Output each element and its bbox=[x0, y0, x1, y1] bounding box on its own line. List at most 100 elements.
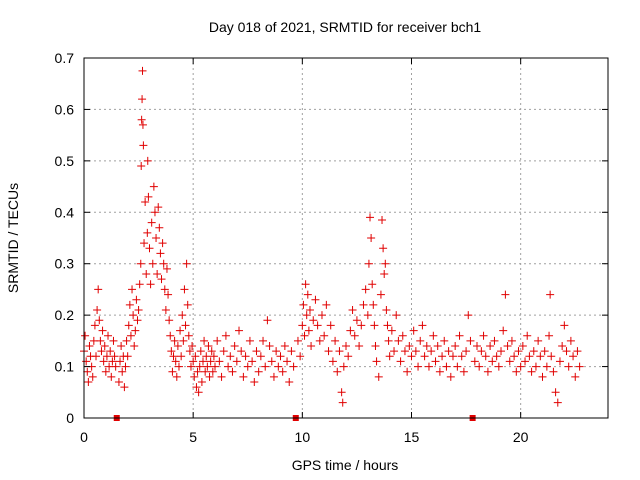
data-point bbox=[302, 311, 311, 320]
data-point bbox=[204, 342, 213, 350]
data-point bbox=[137, 115, 146, 124]
data-point bbox=[387, 326, 396, 335]
data-point bbox=[139, 141, 148, 150]
data-point bbox=[137, 162, 146, 170]
data-point bbox=[239, 372, 248, 381]
data-point bbox=[185, 347, 194, 356]
data-point bbox=[190, 372, 199, 381]
data-point bbox=[378, 216, 387, 224]
data-point bbox=[186, 362, 195, 371]
data-point bbox=[117, 342, 126, 350]
y-tick-label: 0.3 bbox=[55, 256, 75, 272]
data-point bbox=[328, 357, 337, 366]
data-point bbox=[414, 362, 423, 371]
data-point bbox=[444, 347, 453, 356]
data-point bbox=[470, 357, 479, 366]
data-point bbox=[477, 347, 486, 356]
x-tick-label: 20 bbox=[513, 429, 529, 445]
data-point bbox=[154, 203, 163, 212]
data-point bbox=[523, 331, 532, 340]
y-tick-label: 0.4 bbox=[55, 204, 75, 220]
y-tick-label: 0.5 bbox=[55, 153, 75, 169]
data-point bbox=[344, 352, 353, 361]
data-point bbox=[424, 362, 433, 371]
data-point bbox=[364, 259, 373, 268]
data-point bbox=[527, 367, 536, 376]
data-point bbox=[138, 120, 147, 129]
data-point bbox=[197, 378, 206, 386]
data-point bbox=[380, 270, 389, 278]
data-point bbox=[120, 383, 129, 392]
data-point bbox=[221, 331, 230, 340]
data-point bbox=[462, 347, 471, 356]
data-point bbox=[317, 311, 326, 320]
data-point bbox=[280, 342, 289, 350]
data-point bbox=[566, 336, 575, 345]
data-point bbox=[104, 331, 113, 340]
data-point bbox=[529, 347, 538, 356]
data-point bbox=[355, 342, 364, 350]
data-point bbox=[121, 362, 130, 371]
data-point bbox=[555, 357, 564, 366]
data-point bbox=[160, 285, 169, 294]
data-point bbox=[159, 259, 168, 268]
data-point bbox=[132, 295, 141, 304]
data-point bbox=[510, 352, 519, 361]
data-point bbox=[170, 336, 179, 345]
data-point bbox=[90, 321, 99, 330]
data-point bbox=[172, 372, 181, 381]
data-point bbox=[82, 357, 91, 366]
data-point bbox=[265, 342, 274, 350]
data-point bbox=[83, 367, 92, 376]
data-point bbox=[540, 347, 549, 356]
data-point bbox=[274, 362, 283, 371]
data-point bbox=[230, 342, 239, 350]
data-point bbox=[379, 244, 388, 253]
data-point bbox=[209, 352, 218, 361]
data-point bbox=[116, 357, 125, 366]
data-point bbox=[422, 342, 431, 350]
data-point bbox=[226, 352, 235, 361]
data-point bbox=[396, 357, 405, 366]
data-point bbox=[205, 372, 214, 381]
data-point bbox=[276, 352, 285, 361]
data-point bbox=[298, 321, 307, 330]
data-point bbox=[245, 336, 254, 345]
data-point bbox=[283, 357, 292, 366]
data-point bbox=[200, 336, 209, 345]
data-point bbox=[138, 95, 147, 104]
data-point bbox=[107, 372, 116, 381]
data-point bbox=[416, 336, 425, 345]
data-point bbox=[174, 362, 183, 371]
data-point bbox=[337, 388, 346, 397]
data-point bbox=[324, 347, 333, 356]
data-point bbox=[108, 357, 117, 366]
data-point bbox=[143, 228, 152, 237]
data-point bbox=[224, 362, 233, 371]
data-point bbox=[157, 275, 166, 284]
data-point bbox=[168, 367, 177, 376]
data-point bbox=[114, 378, 123, 386]
data-point bbox=[451, 342, 460, 350]
data-point bbox=[301, 280, 310, 289]
data-point bbox=[429, 331, 438, 340]
data-point bbox=[180, 285, 189, 294]
y-tick-label: 0.1 bbox=[55, 359, 75, 375]
data-point bbox=[490, 336, 499, 345]
data-point bbox=[192, 383, 201, 392]
data-point bbox=[394, 336, 403, 345]
data-point bbox=[118, 367, 127, 376]
y-tick-label: 0.2 bbox=[55, 307, 75, 323]
data-point bbox=[499, 326, 508, 335]
data-point bbox=[143, 156, 152, 165]
data-point bbox=[196, 347, 205, 356]
data-point bbox=[459, 367, 468, 376]
data-point bbox=[501, 290, 510, 299]
data-point bbox=[150, 208, 159, 217]
data-point bbox=[202, 352, 211, 361]
data-point bbox=[481, 352, 490, 361]
data-point bbox=[219, 347, 228, 356]
data-point bbox=[155, 223, 164, 232]
data-point bbox=[110, 352, 119, 361]
data-point bbox=[538, 372, 547, 381]
